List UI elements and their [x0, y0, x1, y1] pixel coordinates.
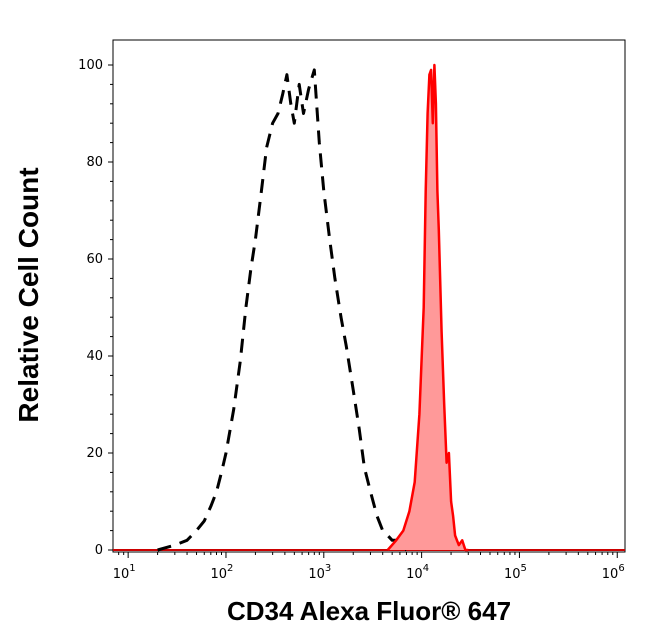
y-axis: 0 20 40 60 80 100 — [78, 58, 113, 558]
y-tick-label: 60 — [86, 252, 103, 267]
series-layer — [113, 63, 625, 552]
y-axis-label: Relative Cell Count — [13, 167, 44, 422]
histogram-outline — [386, 63, 469, 552]
y-tick-label: 20 — [86, 446, 103, 461]
x-axis: 101 102 103 104 105 106 — [113, 552, 625, 582]
x-axis-label: CD34 Alexa Fluor® 647 — [227, 596, 511, 626]
y-tick-label: 100 — [78, 58, 103, 73]
x-tick-label: 104 — [406, 563, 429, 582]
histogram-dashed-outline — [157, 68, 408, 552]
plot-frame — [112, 39, 626, 553]
x-tick-label: 103 — [308, 563, 331, 582]
x-tick-label: 106 — [602, 563, 625, 582]
y-tick-label: 40 — [86, 349, 103, 364]
histogram-fill — [387, 65, 469, 550]
x-tick-label: 102 — [211, 563, 234, 582]
y-tick-label: 0 — [95, 543, 103, 558]
x-tick-label: 101 — [113, 563, 136, 582]
y-tick-label: 80 — [86, 155, 103, 170]
x-tick-label: 105 — [504, 563, 527, 582]
